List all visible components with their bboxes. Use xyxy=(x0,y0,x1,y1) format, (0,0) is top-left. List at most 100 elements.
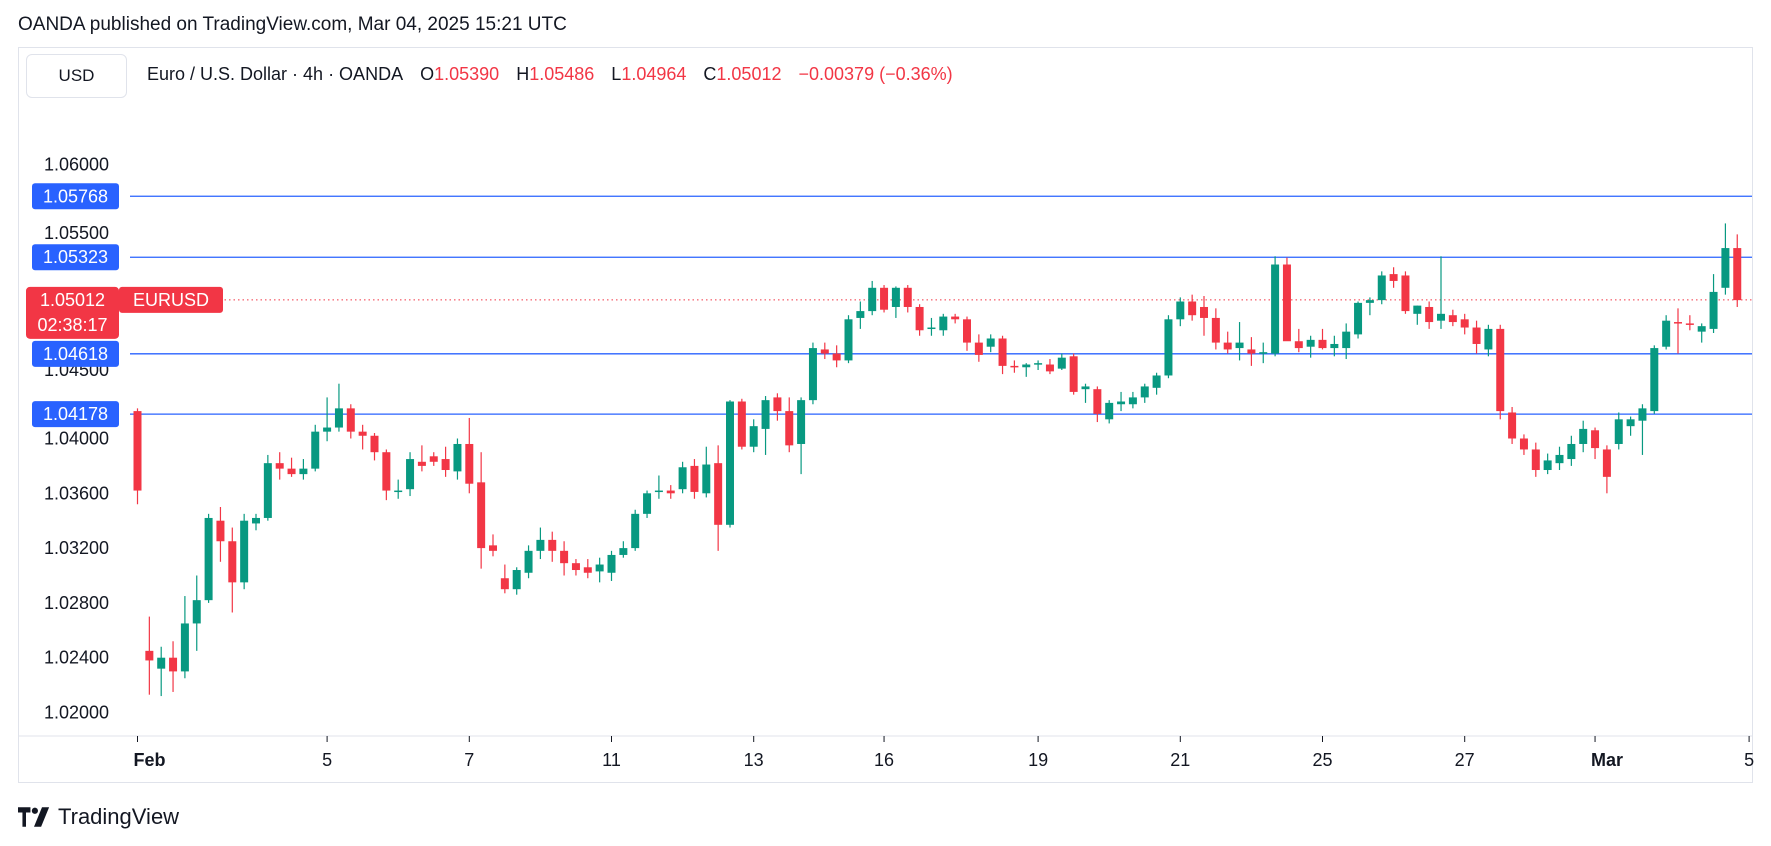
candle-body xyxy=(1140,386,1149,398)
currency-selector[interactable]: USD xyxy=(26,54,127,98)
low-value: 1.04964 xyxy=(621,64,687,84)
candle-body xyxy=(240,520,249,583)
candle-body xyxy=(1685,323,1694,325)
candle xyxy=(1472,320,1481,354)
candle-body xyxy=(1567,443,1576,460)
candle-body xyxy=(370,435,379,453)
candle-body xyxy=(1413,305,1422,314)
candle xyxy=(974,334,983,362)
candle xyxy=(1567,435,1576,466)
candle xyxy=(1437,256,1445,329)
candle-body xyxy=(1531,449,1540,471)
candle xyxy=(1211,308,1220,350)
candle xyxy=(868,280,877,316)
candle-body xyxy=(927,327,936,330)
open-value: 1.05390 xyxy=(434,64,500,84)
candle xyxy=(773,393,782,421)
candle-body xyxy=(571,563,580,571)
candle-body xyxy=(974,342,983,355)
tradingview-brand[interactable]: TradingView xyxy=(18,804,179,830)
x-tick-label: 5 xyxy=(322,750,332,770)
candle xyxy=(1259,342,1268,364)
level-label-bg xyxy=(32,340,119,367)
candle-body xyxy=(429,456,438,462)
candle-body xyxy=(1117,401,1126,405)
candle-body xyxy=(406,459,415,490)
candle xyxy=(453,438,462,480)
candle xyxy=(500,564,509,594)
level-label-bg xyxy=(32,183,119,210)
candle-body xyxy=(963,319,971,343)
candle xyxy=(1128,391,1137,409)
candle-body xyxy=(1662,320,1671,347)
candle xyxy=(1709,274,1718,334)
candle xyxy=(1543,453,1552,475)
candle xyxy=(808,342,817,405)
candle xyxy=(832,345,841,368)
candle-body xyxy=(1472,327,1481,344)
x-axis: Feb 5 7 11 13 16 19 21 25 27 Mar 5 xyxy=(18,735,1754,770)
candle-body xyxy=(1389,274,1398,281)
candle xyxy=(204,513,213,603)
candle xyxy=(192,575,201,651)
horizontal-levels[interactable] xyxy=(130,195,1752,415)
candle xyxy=(1306,335,1315,358)
candle xyxy=(1425,301,1434,329)
candle xyxy=(998,335,1007,375)
candle-body xyxy=(856,311,865,318)
candle-body xyxy=(1733,248,1742,301)
candle-body xyxy=(1460,319,1469,328)
candle-body xyxy=(1555,454,1564,464)
candle-body xyxy=(1543,460,1552,471)
candle xyxy=(643,490,652,518)
candle xyxy=(1354,301,1363,339)
tradingview-logo-icon xyxy=(18,807,50,827)
x-tick-label: 13 xyxy=(744,750,764,770)
candle xyxy=(133,408,142,505)
candle xyxy=(263,454,272,521)
level-label-text: 1.05323 xyxy=(43,247,108,267)
candle xyxy=(1697,323,1706,343)
candle-body xyxy=(844,319,853,361)
candle-body xyxy=(1484,328,1493,350)
y-tick-label: 1.02800 xyxy=(44,593,109,613)
candle-body xyxy=(903,287,912,307)
candle xyxy=(1022,363,1031,377)
candle xyxy=(595,557,604,583)
candle-body xyxy=(690,465,699,492)
candle-body xyxy=(1034,363,1043,365)
candle-body xyxy=(1022,364,1031,368)
candle-body xyxy=(1697,326,1706,332)
candle-body xyxy=(820,349,829,354)
candle xyxy=(654,475,663,499)
candle xyxy=(678,461,687,494)
candle xyxy=(903,285,912,313)
candle xyxy=(1484,324,1493,357)
y-tick-label: 1.06000 xyxy=(44,155,109,175)
candle xyxy=(737,398,746,450)
candle-body xyxy=(1045,364,1054,372)
candle-body xyxy=(299,468,308,475)
candle xyxy=(1650,345,1659,414)
candle-body xyxy=(714,463,723,525)
x-tick-label: Feb xyxy=(133,750,165,770)
candle xyxy=(1282,257,1291,342)
candle xyxy=(820,342,829,360)
candle-body xyxy=(1626,419,1635,427)
candle xyxy=(927,317,936,336)
candle-body xyxy=(1164,319,1173,376)
candle-body xyxy=(678,467,687,490)
candle-body xyxy=(761,400,770,429)
level-price-label: 1.05323 xyxy=(32,244,119,271)
candle xyxy=(323,397,332,442)
candle-body xyxy=(1271,264,1280,354)
candle xyxy=(951,313,960,324)
candle xyxy=(287,457,296,477)
candle-body xyxy=(1318,339,1327,349)
candle xyxy=(1614,412,1623,450)
y-tick-label: 1.03200 xyxy=(44,538,109,558)
candle-body xyxy=(1579,428,1588,444)
candle xyxy=(1057,353,1066,370)
candle xyxy=(252,513,260,531)
